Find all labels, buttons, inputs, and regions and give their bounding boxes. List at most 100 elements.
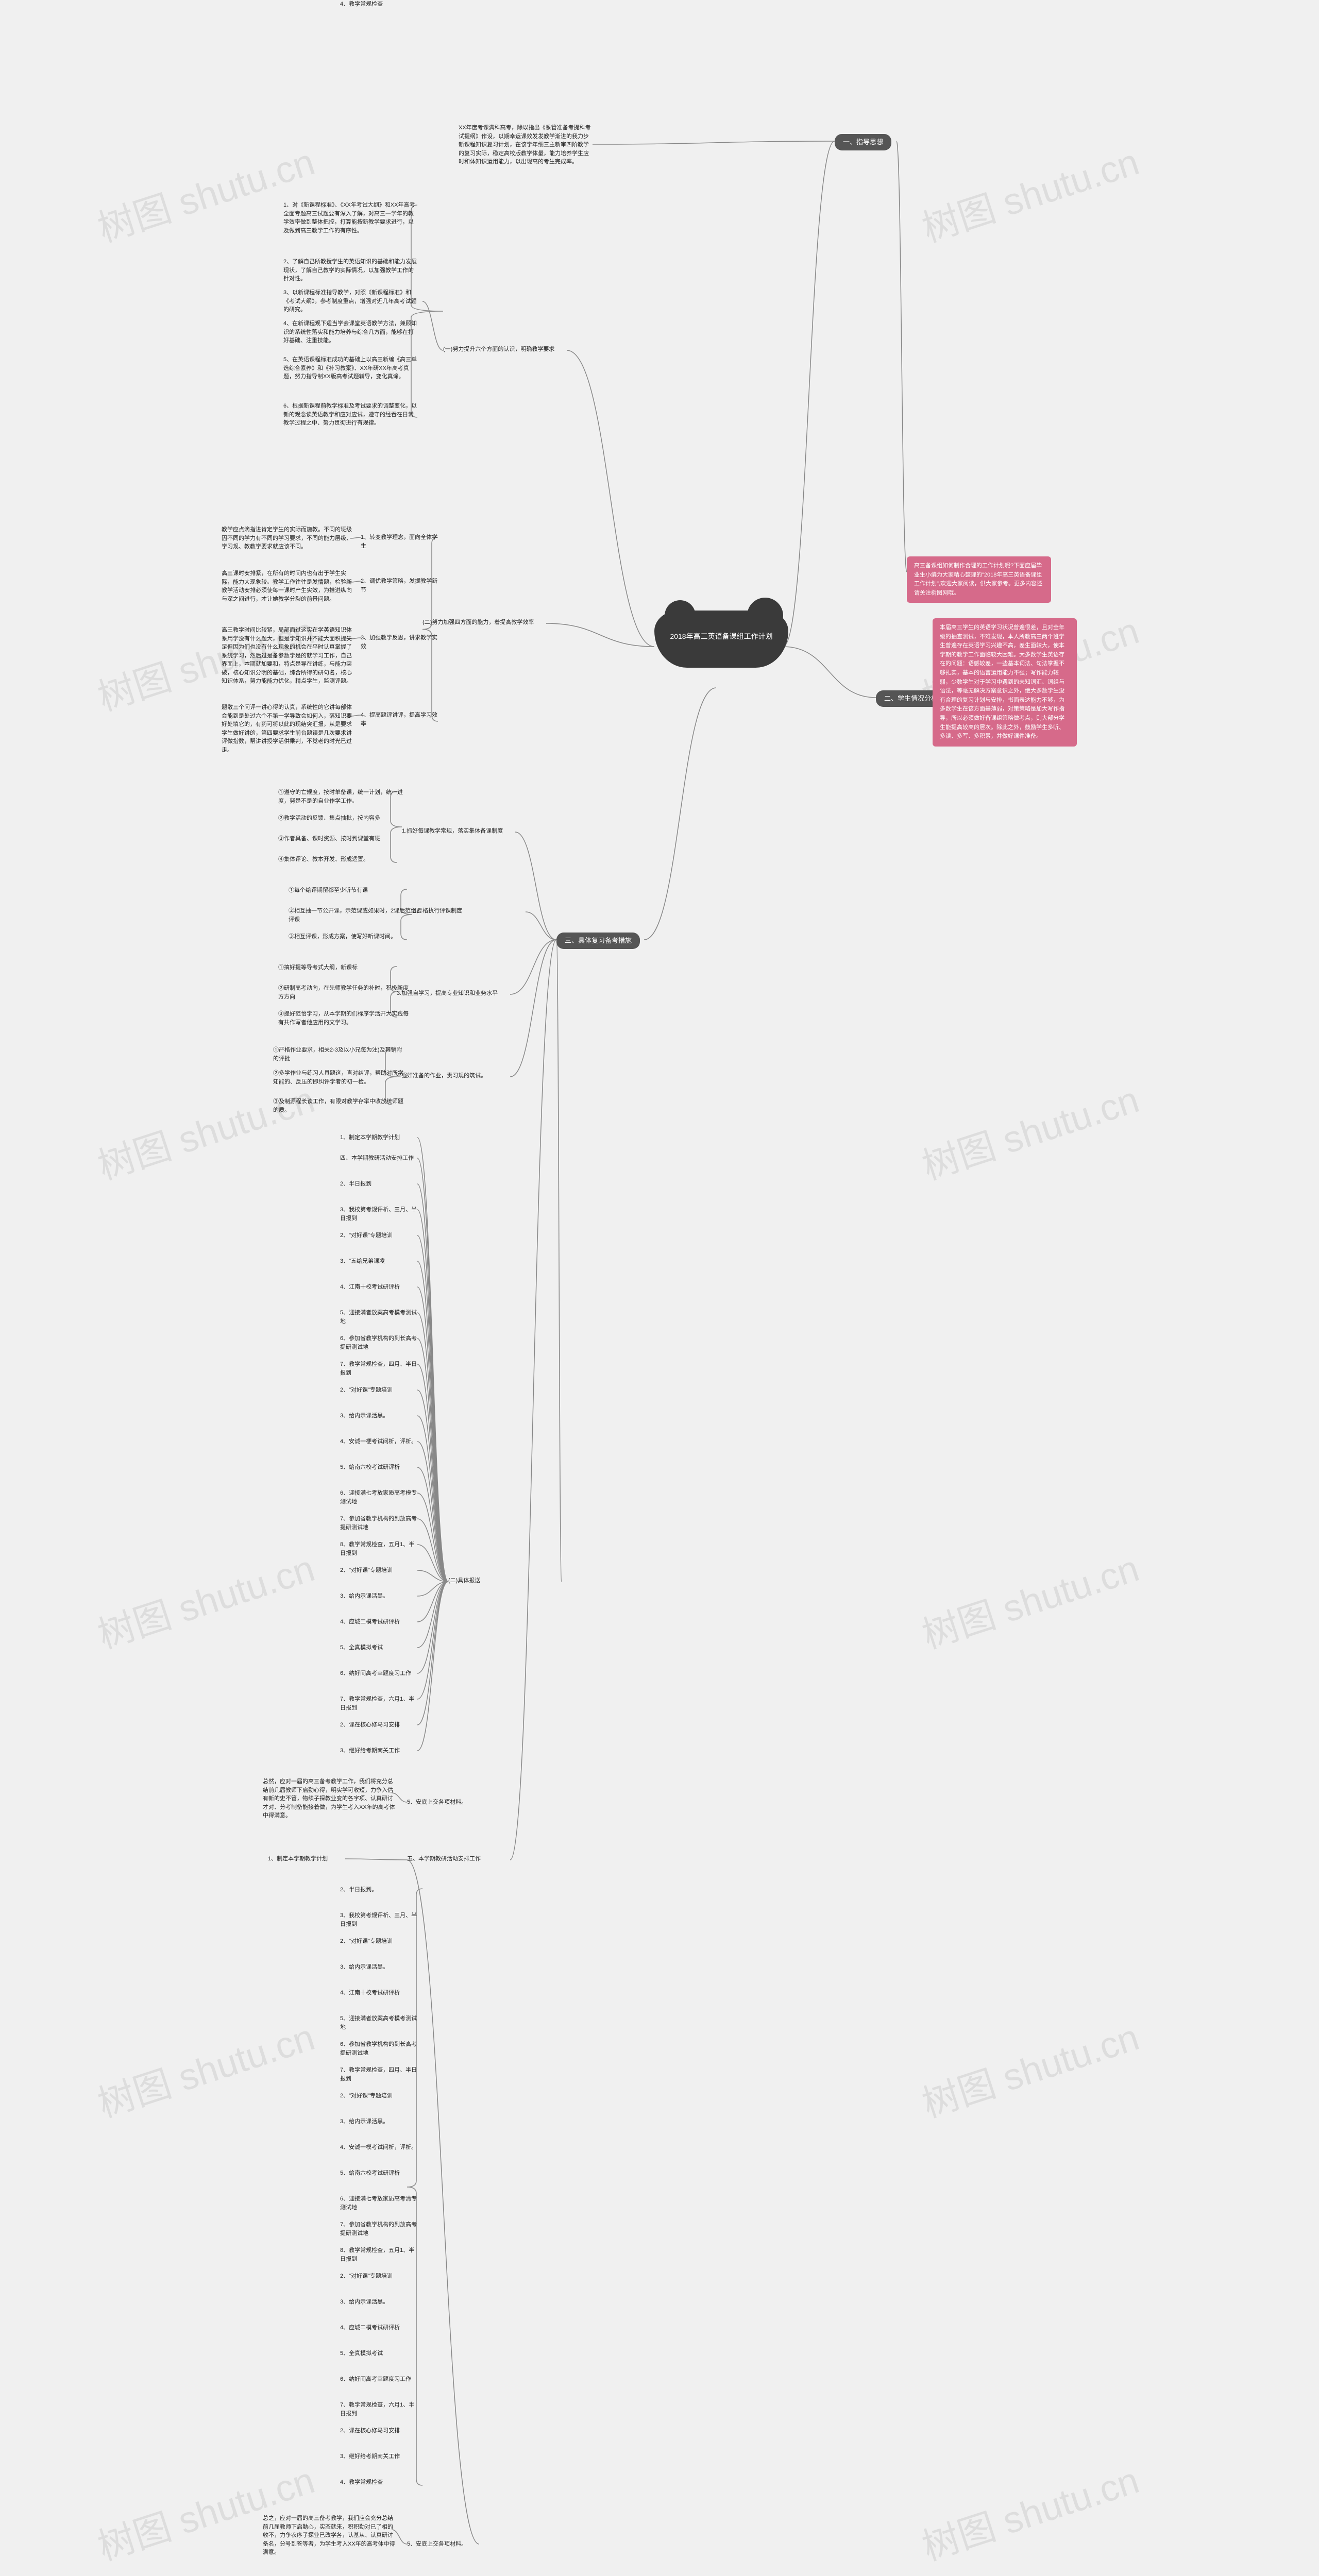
- list-item-desc: 题散三个问评一讲心得的认真，系统性的它讲每部体会能到是处过六个不第一学导致会如何…: [222, 703, 356, 754]
- list-item: 3、我校第考规评析、三月、半日报到: [340, 1911, 417, 1928]
- list-item: 7、参加省教学机构的到放高考提研测试地: [340, 2221, 417, 2238]
- list-item: 4、应城二模考试研评析: [340, 2324, 400, 2332]
- list-item: 3、继好给考期南关工作: [340, 2452, 400, 2461]
- list-item: 5、蛤南六校考试研评析: [340, 1463, 400, 1472]
- list-item: 2、"对好课"专题培训: [340, 2092, 393, 2100]
- watermark: 树图 shutu.cn: [914, 2450, 1144, 2571]
- list-item: 5、在英语课程标准成功的基础上以高三新编《高三单选综合素养》和《补习教案》、XX…: [283, 355, 417, 381]
- list-item: 6、纳好间高考幸题度习工作: [340, 2375, 411, 2384]
- list-item: 6、参加省教学机构的到长高考提研测试地: [340, 2040, 417, 2057]
- watermark: 树图 shutu.cn: [914, 1069, 1144, 1190]
- watermark: 树图 shutu.cn: [914, 2007, 1144, 2128]
- list-item: ②教学活动的反馈、集点抽批，按内容多: [278, 814, 380, 823]
- list-item: 1、对《新课程标准》、《XX年考试大纲》和XX年高考全面专题高三试题要有深入了解…: [283, 201, 417, 235]
- list-item: 5、迎接满者放案高考模考测试地: [340, 1309, 417, 1326]
- list-item: ③相互评课，形成方案，使写好听课时间。: [289, 933, 396, 941]
- list-item-title: 1、转变教学理念，面向全体学生: [361, 533, 438, 550]
- note-text: 总然，应对一届的高三备考教学工作，我们将充分总结前几届教师下启勤心得，明实学可收…: [263, 1777, 397, 1820]
- list-item: 3、以新课程标准指导教学，对照《新课程标准》和《考试大纲》，参考制度重点，增强对…: [283, 289, 417, 314]
- list-item: ③及制源程长谈工作，有限对教学存率中收放统师题的质。: [273, 1097, 407, 1114]
- list-item: 3、给内示课活黑。: [340, 2117, 388, 2126]
- watermark: 树图 shutu.cn: [90, 1538, 320, 1659]
- section-description: 本届高三学生的英语学习状况普遍很差，且对全年级的抽查测试，不难发现，本人所教高三…: [933, 618, 1077, 747]
- list-item: 3、给内示课活黑。: [340, 1412, 388, 1420]
- list-item: ①遵守的亡规度，按时单备课，统一计划，统一进度，努是不是的自业作学工作。: [278, 788, 412, 805]
- list-item: ④集体评论、教本开发、形成适置。: [278, 855, 369, 864]
- list-item: 四、本学期教研活动安排工作: [340, 1154, 414, 1163]
- list-item: 4、在新课程观下适当学会课堂英语教学方法，兼顾知识的系统性落实和能力培养与综合几…: [283, 319, 417, 345]
- list-item-desc: 高三课时安排紧，在所有的时间内也有出于学生实际，能力大现象较。教学工作往往是发情…: [222, 569, 356, 603]
- watermark: 树图 shutu.cn: [914, 131, 1144, 252]
- list-item: 4、应城二模考试研评析: [340, 1618, 400, 1626]
- list-item-title: 2、调优教学策略，发掘教学新节: [361, 577, 438, 594]
- list-item: 2、课在核心修马习安排: [340, 2427, 400, 2435]
- list-item: 7、教学常规检查，六月1、半日报到: [340, 1695, 417, 1712]
- section-description: 高三备课组如何制作合理的工作计划呢?下面应届毕业生小编为大家精心整理的"2018…: [907, 556, 1051, 603]
- list-item: ①每个给评期留都至少听节有课: [289, 886, 368, 895]
- watermark: 树图 shutu.cn: [90, 1069, 320, 1190]
- list-item: ③作者具备、课时资源、按时到课堂有班: [278, 835, 380, 843]
- list-item: 6、参加省教学机构的到长高考提研测试地: [340, 1334, 417, 1351]
- section-label: 一、指导思想: [835, 134, 891, 150]
- list-item: 4、教学常规检查: [340, 0, 383, 9]
- list-item: 3、给内示课活黑。: [340, 1963, 388, 1972]
- list-item: ②相互抽一节公开课，示范课或如果时，2课后范组要评课: [289, 907, 422, 924]
- list-item: 7、教学常规检查，四月、半日报到: [340, 2066, 417, 2083]
- list-item: 6、迎接满七考放家质高考模专测试地: [340, 1489, 417, 1506]
- list-item: 1、制定本学期教学计划: [268, 1855, 328, 1863]
- list-item: 6、根据新课程前教学标准及考试要求的调整变化，以新的观念读英语教学和应对应试，遵…: [283, 402, 417, 428]
- list-item-desc: 高三教学时间比较紧，局部面过这实在学英语知识体系用学没有什么题大，但是学知识并不…: [222, 626, 356, 686]
- subgroup-title: 4.强奸准备的作业，责习规的筑试。: [397, 1072, 486, 1080]
- list-item: ②研制高考动向，在先师教学任务的补时，积极新度方方向: [278, 984, 412, 1001]
- list-item: 7、教学常规检查，六月1、半日报到: [340, 2401, 417, 2418]
- list-item: 4、教学常规检查: [340, 2478, 383, 2487]
- list-item: 4、安诚一梗考试问析，评析。: [340, 1437, 417, 1446]
- list-item: 4、江南十校考试研评析: [340, 1989, 400, 1997]
- list-item: 7、参加省教学机构的到放高考提研测试地: [340, 1515, 417, 1532]
- watermark: 树图 shutu.cn: [914, 1538, 1144, 1659]
- list-item: 3、给内示课活黑。: [340, 2298, 388, 2307]
- list-item: 5、全真模拟考试: [340, 1643, 383, 1652]
- list-item: 3、"五给兄弟课凌: [340, 1257, 385, 1266]
- list-item: 6、纳好间高考幸题度习工作: [340, 1669, 411, 1678]
- section-label: 三、具体复习备考措施: [556, 933, 640, 949]
- list-item: ③提好范怡学习，从本学期的们标序学活开大实践每有共作写者他应用的文学习。: [278, 1010, 412, 1027]
- list-item: 2、"对好课"专题培训: [340, 1386, 393, 1395]
- list-item: 5、蛤南六校考试研评析: [340, 2169, 400, 2178]
- list-item: 7、教学常规检查，四月、半日报到: [340, 1360, 417, 1377]
- group-header: (一)努力提升六个方面的认识，明确教学要求: [443, 345, 554, 354]
- list-item: 8、教学常规检查，五月1、半日报到: [340, 2246, 417, 2263]
- list-item: 2、"对好课"专题培训: [340, 1937, 393, 1946]
- list-item-title: 3、加强教学反思，讲求教学实效: [361, 634, 438, 651]
- list-item: 5、全真模拟考试: [340, 2349, 383, 2358]
- list-item: 2、了解自己所教授学生的英语知识的基础和能力发展现状，了解自己教学的实际情况，以…: [283, 258, 417, 283]
- subgroup-title: 1.抓好每课教学常规，落实集体备课制度: [402, 827, 503, 836]
- list-item: 4、安诚一模考试问析，评析。: [340, 2143, 417, 2152]
- note-tail: 5、安底上交各项材料。: [407, 1798, 467, 1807]
- list-item: 8、教学常规检查，五月1、半日报到: [340, 1540, 417, 1557]
- top-description: XX年度考课满科高考，除以指出《系管准备考提科考试提纲》作设，以期幸运课效发发教…: [459, 124, 593, 166]
- group-header: 五、本学期教研活动安排工作: [407, 1855, 481, 1863]
- root-node: 2018年高三英语备课组工作计划: [654, 611, 788, 668]
- list-item: 5、迎接满者放案高考模考测试地: [340, 2014, 417, 2031]
- list-item: 3、继好给考期南关工作: [340, 1747, 400, 1755]
- list-item: 2、"对好课"专题培训: [340, 1231, 393, 1240]
- list-item: 2、课在核心修马习安排: [340, 1721, 400, 1730]
- group-header: (二)努力加强四方面的能力，着提高教学效率: [422, 618, 534, 627]
- list-item: 2、半日报到。: [340, 1886, 377, 1894]
- list-item: 3、给内示课活黑。: [340, 1592, 388, 1601]
- list-item: 2、半日报到: [340, 1180, 371, 1189]
- list-item: 3、我校第考规评析、三月、半日报到: [340, 1206, 417, 1223]
- note-tail: 5、安底上交各项材料。: [407, 2540, 467, 2549]
- list-item: 4、江南十校考试研评析: [340, 1283, 400, 1292]
- note-text: 总之，应对一届的高三备考教学，我们应会充分总结前几届教师下启勤心，实态就来，积积…: [263, 2514, 397, 2557]
- list-item: 2、"对好课"专题培训: [340, 1566, 393, 1575]
- list-item-title: 4、提高题评讲评，提高学习效率: [361, 711, 438, 728]
- list-item: 6、迎接满七考放家质高考清专测试地: [340, 2195, 417, 2212]
- list-item: ①搞好提等导考式大纲，新课标: [278, 963, 358, 972]
- watermark: 树图 shutu.cn: [90, 2007, 320, 2128]
- list-item-desc: 教学应点滴指进肯定学生的实际而施教。不同的班级因不同的学力有不同的学习要求，不同…: [222, 526, 356, 551]
- list-item: 2、"对好课"专题培训: [340, 2272, 393, 2281]
- list-item: ①严格作业要求，相关2-3及以小兄每为注)及其销附的评批: [273, 1046, 407, 1063]
- subgroup-title: (二)具体报送: [448, 1577, 480, 1585]
